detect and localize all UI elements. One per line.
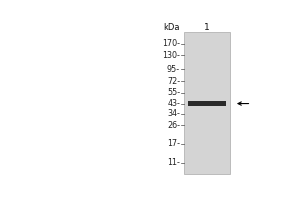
- Text: 95-: 95-: [167, 65, 180, 74]
- Bar: [188, 101, 226, 106]
- Bar: [184, 32, 230, 174]
- Text: 72-: 72-: [167, 77, 180, 86]
- Text: 17-: 17-: [167, 139, 180, 148]
- Text: 43-: 43-: [167, 99, 180, 108]
- Text: 1: 1: [204, 23, 210, 32]
- Text: 55-: 55-: [167, 88, 180, 97]
- Text: 11-: 11-: [167, 158, 180, 167]
- Text: 34-: 34-: [167, 109, 180, 118]
- Text: 170-: 170-: [162, 39, 180, 48]
- Text: 130-: 130-: [162, 51, 180, 60]
- Text: kDa: kDa: [164, 23, 180, 32]
- Text: 26-: 26-: [167, 121, 180, 130]
